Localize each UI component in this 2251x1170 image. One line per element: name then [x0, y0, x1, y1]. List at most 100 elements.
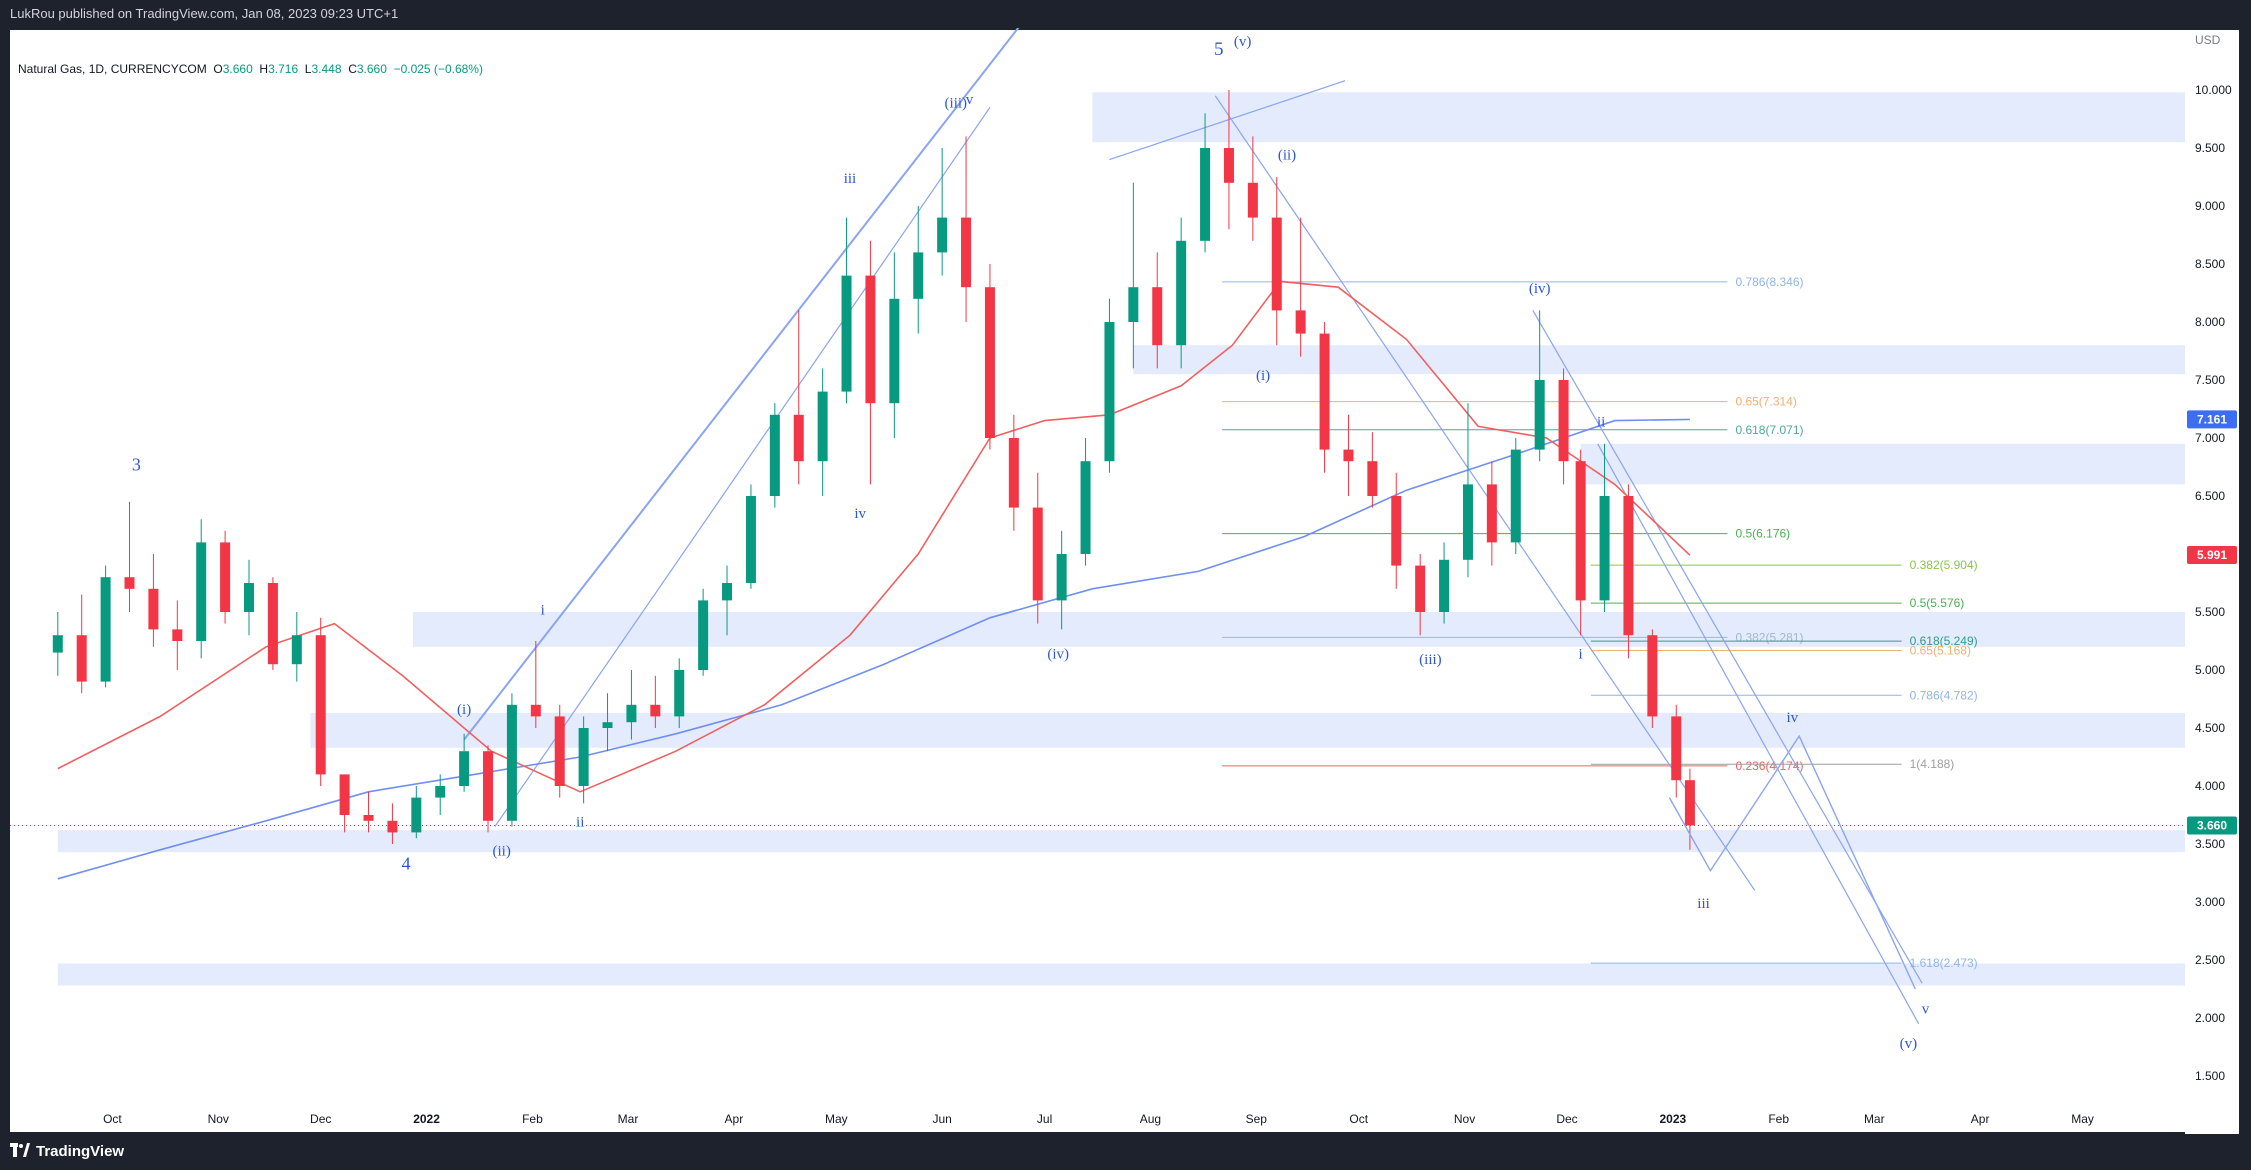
fib-label-0: 0.786(8.346) — [1735, 275, 1803, 289]
candle-body-67 — [1647, 635, 1658, 717]
candle-body-39 — [984, 287, 995, 438]
x-tick-6: Apr — [725, 1112, 744, 1126]
candle-body-8 — [244, 583, 255, 612]
price-tag-1: 5.991 — [2197, 548, 2227, 562]
x-tick-8: Jun — [932, 1112, 951, 1126]
y-tick-7: 6.500 — [2195, 489, 2225, 503]
candle-body-17 — [459, 751, 470, 786]
candle-body-47 — [1176, 240, 1187, 346]
symbol-legend: Natural Gas, 1D, CURRENCYCOM O3.660 H3.7… — [18, 62, 483, 76]
candle-body-16 — [435, 786, 446, 798]
fib-label-5: 0.5(5.576) — [1910, 596, 1965, 610]
candle-body-55 — [1367, 461, 1378, 496]
price-chart[interactable]: 0.786(8.346) 0.65(7.314) 0.618(7.071) 0.5(6… — [0, 28, 2251, 1134]
fib-label-7: 0.618(5.249) — [1910, 634, 1978, 648]
x-tick-2: Dec — [310, 1112, 331, 1126]
candle-body-41 — [1032, 507, 1043, 601]
chart-frame: 0.786(8.346) 0.65(7.314) 0.618(7.071) 0.5(6… — [0, 28, 2251, 1134]
footer-brand: TradingView — [36, 1143, 125, 1160]
candle-body-15 — [411, 797, 422, 833]
wave-label-0: 3 — [132, 454, 141, 474]
wave-label-19: iv — [1787, 710, 1799, 726]
zone-6 — [57, 963, 2185, 986]
candle-body-23 — [602, 722, 613, 728]
trend-line-2 — [1109, 80, 1346, 161]
y-tick-4: 8.000 — [2195, 315, 2225, 329]
candle-body-3 — [124, 577, 135, 589]
y-tick-14: 3.000 — [2195, 895, 2225, 909]
wave-label-10: (iv) — [1047, 646, 1069, 662]
x-tick-13: Nov — [1454, 1112, 1475, 1126]
legend-symbol: Natural Gas, 1D, CURRENCYCOM — [18, 62, 207, 76]
candle-body-2 — [100, 577, 111, 682]
wave-label-13: (ii) — [1278, 148, 1296, 164]
x-tick-4: Feb — [522, 1112, 543, 1126]
price-tag-bg-2 — [2187, 816, 2237, 835]
price-tag-0: 7.161 — [2197, 412, 2227, 426]
fib-label-8: 0.65(5.168) — [1910, 644, 1971, 658]
x-tick-1: Nov — [208, 1112, 229, 1126]
y-tick-11: 4.500 — [2195, 721, 2225, 735]
candle-body-0 — [52, 635, 63, 653]
ma-slow-line — [57, 418, 1690, 880]
candle-body-32 — [817, 391, 828, 462]
candle-body-29 — [745, 496, 756, 583]
candle-body-43 — [1080, 461, 1091, 554]
tradingview-logo[interactable]: TradingView — [10, 1134, 124, 1170]
candle-body-44 — [1104, 322, 1115, 462]
y-tick-16: 2.000 — [2195, 1011, 2225, 1025]
x-tick-14: Dec — [1556, 1112, 1577, 1126]
candle-body-19 — [506, 704, 517, 821]
y-tick-12: 4.000 — [2195, 779, 2225, 793]
zone-0 — [1092, 92, 2185, 143]
candle-body-69 — [1684, 780, 1695, 826]
candle-body-35 — [889, 298, 900, 404]
candle-body-59 — [1462, 484, 1473, 560]
candle-body-30 — [769, 414, 780, 496]
candle-body-9 — [267, 583, 278, 665]
candle-body-5 — [172, 629, 183, 641]
wave-label-15: (iii) — [1419, 652, 1442, 668]
legend-low-label: L — [304, 62, 312, 76]
wave-label-11: 5 — [1214, 39, 1224, 60]
price-tag-bg-0 — [2187, 410, 2237, 429]
trend-line-4 — [1597, 443, 1920, 1025]
candle-body-21 — [554, 716, 565, 786]
wave-label-8: (iii) — [945, 95, 968, 111]
wave-label-22: (v) — [1900, 1036, 1918, 1052]
x-tick-7: May — [825, 1112, 848, 1126]
y-tick-6: 7.000 — [2195, 431, 2225, 445]
wave-label-5: ii — [576, 815, 584, 831]
candle-body-12 — [339, 774, 350, 815]
candle-body-54 — [1343, 449, 1354, 462]
candle-body-25 — [650, 704, 661, 717]
fib-label-6: 0.382(5.281) — [1735, 630, 1803, 644]
candle-body-18 — [483, 751, 494, 821]
price-tag-bg-1 — [2187, 546, 2237, 565]
candle-body-1 — [76, 635, 87, 682]
wave-label-7: iv — [854, 506, 866, 522]
footer-bar: TradingView — [0, 1134, 2251, 1170]
fib-label-2: 0.618(7.071) — [1735, 423, 1803, 437]
candle-body-24 — [626, 704, 637, 723]
candle-body-34 — [865, 275, 876, 404]
currency-label: USD — [2195, 33, 2221, 47]
x-tick-9: Jul — [1037, 1112, 1052, 1126]
x-tick-10: Aug — [1140, 1112, 1161, 1126]
candle-body-31 — [793, 414, 804, 462]
tradingview-icon — [10, 1143, 30, 1158]
x-tick-12: Oct — [1349, 1112, 1368, 1126]
legend-high-label: H — [259, 62, 269, 76]
y-tick-13: 3.500 — [2195, 837, 2225, 851]
legend-low: 3.448 — [311, 62, 342, 76]
candle-body-11 — [315, 635, 326, 775]
candle-body-10 — [291, 635, 302, 665]
price-tag-2: 3.660 — [2197, 818, 2227, 832]
x-tick-18: Apr — [1971, 1112, 1990, 1126]
candle-body-14 — [387, 820, 398, 833]
candle-body-57 — [1415, 565, 1426, 612]
legend-change: −0.025 (−0.68%) — [393, 62, 483, 76]
publisher-bar: LukRou published on TradingView.com, Jan… — [0, 0, 2251, 28]
x-tick-5: Mar — [618, 1112, 639, 1126]
wave-label-4: i — [541, 602, 545, 618]
